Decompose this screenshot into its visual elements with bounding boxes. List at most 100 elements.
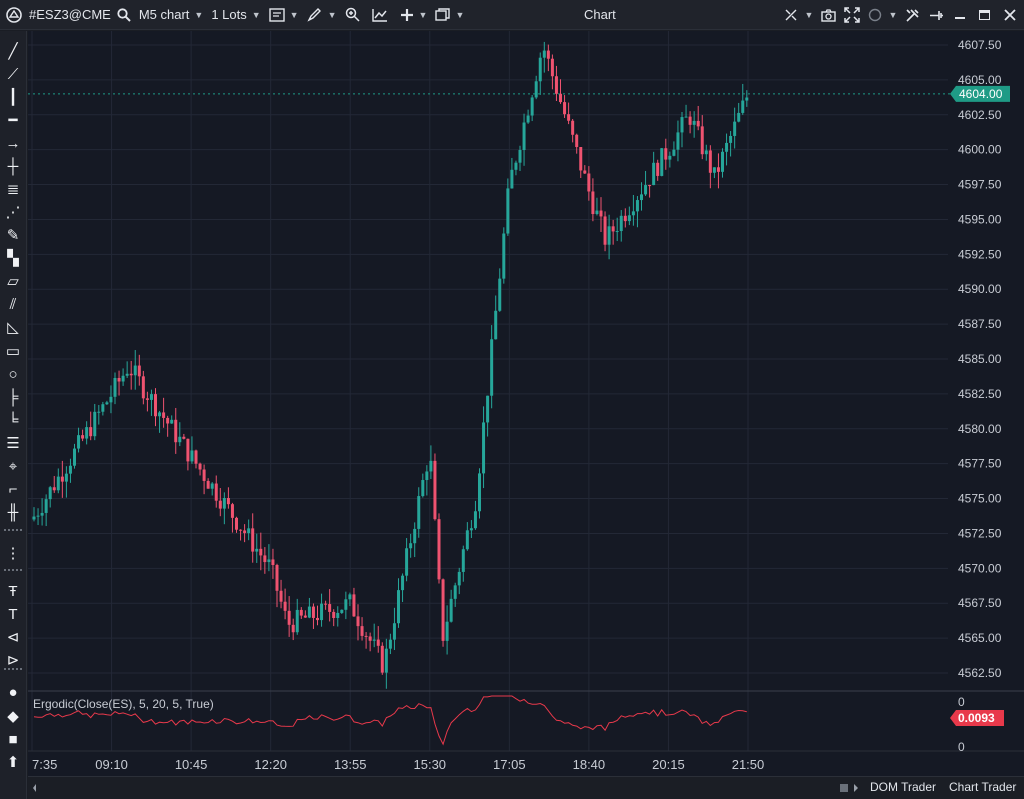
candle-body xyxy=(465,530,469,550)
tag-icon[interactable]: ⊳ xyxy=(6,651,20,669)
candle-body xyxy=(469,528,473,531)
arrow-icon[interactable]: → xyxy=(5,134,21,152)
candle-body xyxy=(198,463,202,470)
zoom-button[interactable] xyxy=(341,0,364,30)
fib-retracement-icon[interactable]: ╞ xyxy=(7,388,19,406)
lots-dropdown[interactable]: 1 Lots ▼ xyxy=(207,0,264,30)
candle-body xyxy=(453,585,457,599)
dom-trader-button[interactable]: DOM Trader xyxy=(870,780,937,794)
candle-body xyxy=(40,512,44,516)
properties-button[interactable]: ▼ xyxy=(265,0,303,30)
diamond-marker-icon[interactable]: ◆ xyxy=(7,707,19,725)
fullscreen-button[interactable] xyxy=(840,0,864,30)
maximize-button[interactable] xyxy=(972,0,996,30)
candle xyxy=(279,579,283,609)
candle xyxy=(316,605,319,626)
square-marker-icon[interactable]: ■ xyxy=(8,730,18,748)
status-bar: DOM Trader Chart Trader xyxy=(28,776,1024,799)
templates-button[interactable]: ▼ xyxy=(431,0,468,30)
candle-body xyxy=(344,599,348,610)
crosshair-icon[interactable]: ┼ xyxy=(7,157,19,175)
chart-type-dropdown[interactable]: M5 chart ▼ xyxy=(135,0,208,30)
drawing-tools-button[interactable]: ▼ xyxy=(303,0,341,30)
candle-body xyxy=(299,609,303,616)
link-dropdown[interactable]: ▼ xyxy=(802,0,816,30)
circle-marker-icon[interactable]: ● xyxy=(8,683,18,701)
fib-tool-icon[interactable]: ⟋ xyxy=(7,65,19,83)
candle xyxy=(307,597,311,619)
price-axis-label: 4567.50 xyxy=(958,596,1002,610)
candle xyxy=(64,466,68,498)
horizontal-scrollbar[interactable] xyxy=(32,783,862,793)
candle-body xyxy=(117,377,121,382)
search-icon[interactable] xyxy=(115,0,135,30)
step-line-icon[interactable]: ⌐ xyxy=(8,480,18,498)
candle-body xyxy=(178,436,182,443)
candle-body xyxy=(583,170,587,174)
close-button[interactable] xyxy=(996,0,1024,30)
horizontal-line-icon[interactable]: ━ xyxy=(8,111,18,129)
arrow-up-marker-icon[interactable]: ⬆ xyxy=(6,753,20,771)
candle-body xyxy=(316,617,319,621)
price-chart[interactable]: 4607.50 4605.00 4602.50 4600.00 4597.50 4595.… xyxy=(28,31,1024,776)
candle-body xyxy=(141,376,145,399)
parallel-lines-icon[interactable]: ≣ xyxy=(6,180,20,198)
candle xyxy=(465,522,469,551)
price-axis-label: 4605.00 xyxy=(958,73,1002,87)
rectangle-icon[interactable]: ▭ xyxy=(5,342,21,360)
settings-button[interactable] xyxy=(900,0,924,30)
line-tool-icon[interactable]: ╱ xyxy=(8,42,18,60)
channel-icon[interactable]: ⫽ xyxy=(9,295,17,313)
candle xyxy=(259,532,263,571)
candle-body xyxy=(324,603,328,605)
candle-body xyxy=(154,394,157,417)
camera-icon xyxy=(820,8,836,22)
symbol-selector[interactable]: #ESZ3@CME xyxy=(29,7,111,22)
chart-panel[interactable]: 4607.50 4605.00 4602.50 4600.00 4597.50 4595.… xyxy=(28,31,1024,776)
text-icon[interactable]: T xyxy=(8,605,18,623)
ellipse-icon[interactable]: ○ xyxy=(8,365,18,383)
polyline-icon[interactable]: ⋰ xyxy=(5,203,21,221)
candle xyxy=(623,208,627,228)
theme-toggle[interactable] xyxy=(864,0,886,30)
candle xyxy=(563,95,567,118)
price-axis-label: 4577.50 xyxy=(958,457,1002,471)
screenshot-button[interactable] xyxy=(816,0,840,30)
pencil-icon[interactable]: ✎ xyxy=(6,226,20,244)
candle-body xyxy=(352,594,356,617)
fib-extension-icon[interactable]: ╘ xyxy=(7,411,19,429)
paint-roller-icon[interactable]: ▚ xyxy=(7,249,19,267)
price-axis-label: 4607.50 xyxy=(958,38,1002,52)
candle-body xyxy=(437,519,441,580)
pin-button[interactable] xyxy=(924,0,948,30)
candle-body xyxy=(291,624,295,633)
candle xyxy=(619,210,623,242)
candle-body xyxy=(145,398,149,400)
minimize-button[interactable] xyxy=(948,0,972,30)
text-lock-icon[interactable]: Ŧ xyxy=(8,582,18,600)
indicators-icon xyxy=(371,8,387,22)
price-axis-label: 4570.00 xyxy=(958,561,1002,575)
app-logo-icon[interactable] xyxy=(0,0,25,30)
add-button[interactable]: ▼ xyxy=(396,0,432,30)
candle xyxy=(437,513,441,584)
candle-body xyxy=(125,373,129,376)
triangle-icon[interactable]: ◺ xyxy=(7,318,19,336)
theme-dropdown[interactable]: ▼ xyxy=(886,0,900,30)
chart-trader-button[interactable]: Chart Trader xyxy=(949,780,1017,794)
fib-levels-icon[interactable]: ☰ xyxy=(6,434,20,452)
link-button[interactable] xyxy=(780,0,802,30)
ruler-icon[interactable]: ▱ xyxy=(7,272,19,290)
vertical-line-icon[interactable]: ┃ xyxy=(8,88,18,106)
candle xyxy=(627,206,631,226)
label-icon[interactable]: ⊲ xyxy=(6,628,20,646)
drag-handle-icon[interactable]: ⋮ xyxy=(5,544,21,562)
gann-icon[interactable]: ⌖ xyxy=(8,457,18,475)
candle-body xyxy=(550,58,554,77)
candle xyxy=(745,90,749,107)
volume-profile-icon[interactable]: ╫ xyxy=(7,503,19,521)
candle xyxy=(453,582,457,607)
chevron-down-icon: ▼ xyxy=(804,10,814,20)
indicators-button[interactable] xyxy=(364,0,396,30)
maximize-icon xyxy=(978,10,990,20)
